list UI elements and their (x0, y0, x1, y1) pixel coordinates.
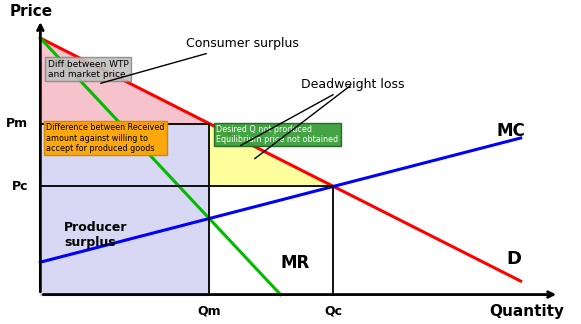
Polygon shape (209, 123, 333, 186)
Text: Deadweight loss: Deadweight loss (241, 77, 404, 145)
Text: MR: MR (281, 254, 310, 272)
Text: Difference between Received
amount against willing to
accept for produced goods: Difference between Received amount again… (46, 123, 164, 153)
Text: Pm: Pm (6, 117, 28, 130)
Text: Qc: Qc (324, 304, 342, 317)
Text: Price: Price (9, 4, 52, 19)
Text: Pc: Pc (12, 180, 28, 193)
Text: Qm: Qm (198, 304, 221, 317)
Polygon shape (40, 38, 209, 123)
Text: Quantity: Quantity (489, 304, 564, 319)
Text: Desired Q not produced
Equilibrium price not obtained: Desired Q not produced Equilibrium price… (217, 125, 339, 144)
Text: D: D (506, 250, 521, 268)
Text: Consumer surplus: Consumer surplus (101, 37, 299, 83)
Text: Producer
surplus: Producer surplus (64, 221, 128, 249)
Text: MC: MC (497, 122, 525, 140)
Polygon shape (40, 123, 209, 295)
Text: Diff between WTP
and market price: Diff between WTP and market price (48, 60, 128, 79)
